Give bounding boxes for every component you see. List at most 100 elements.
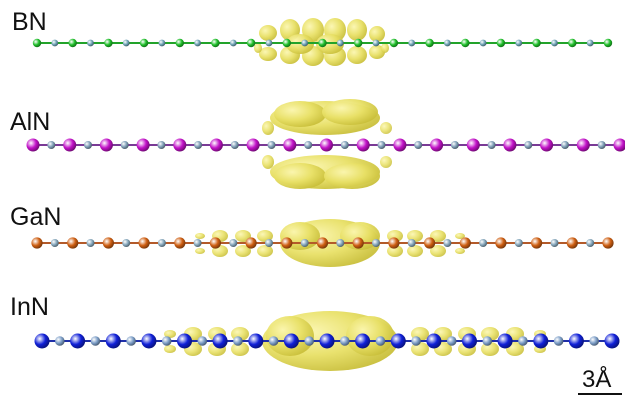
nitrogen-atom [372, 39, 380, 47]
cation-atom [283, 333, 299, 349]
cation-atom [356, 138, 370, 152]
cation-atom [211, 38, 220, 48]
nitrogen-atom [230, 141, 239, 149]
nitrogen-atom [444, 39, 451, 47]
nitrogen-atom [407, 239, 416, 247]
nitrogen-atom [597, 141, 606, 149]
cation-atom [174, 237, 186, 249]
cation-atom [136, 138, 150, 152]
cation-atom [67, 237, 79, 249]
cation-atom [461, 38, 470, 48]
cation-atom [389, 38, 399, 48]
isosurface-lobe [195, 248, 205, 254]
nitrogen-atom [301, 39, 309, 47]
isosurface-lobe [347, 46, 367, 64]
nitrogen-atom [340, 336, 350, 346]
isosurface-lobe [430, 245, 446, 257]
cation-atom [283, 138, 297, 152]
structure-gan [31, 219, 614, 267]
nitrogen-atom [450, 141, 459, 149]
nitrogen-atom [233, 336, 243, 346]
nitrogen-atom [158, 39, 166, 47]
cation-atom [177, 333, 192, 349]
nitrogen-atom [55, 336, 65, 346]
isosurface-lobe [387, 245, 403, 257]
nitrogen-atom [229, 239, 238, 247]
nitrogen-atom [443, 239, 452, 247]
nitrogen-atom [589, 336, 599, 346]
isosurface-lobe [407, 230, 423, 242]
isosurface-lobe [164, 330, 176, 338]
cation-atom [138, 237, 150, 249]
cation-atom [319, 333, 335, 349]
nitrogen-atom [482, 336, 493, 346]
isosurface-lobe [257, 245, 273, 257]
cation-atom [34, 333, 50, 349]
isosurface-lobe [324, 163, 380, 189]
isosurface-lobe [430, 230, 446, 242]
cation-atom [576, 138, 590, 152]
isosurface-lobe [235, 230, 251, 242]
cation-atom [212, 333, 228, 349]
isosurface-lobe [274, 101, 326, 127]
cation-atom [105, 333, 121, 349]
nitrogen-atom [408, 39, 416, 47]
isosurface-lobe [347, 19, 367, 41]
cation-atom [248, 333, 264, 349]
structure-inn [34, 311, 620, 371]
cation-atom [246, 138, 260, 152]
cation-atom [568, 333, 584, 349]
cation-atom [540, 138, 554, 152]
cation-atom [139, 38, 149, 48]
cation-atom [602, 237, 614, 249]
cation-atom [281, 237, 293, 249]
nitrogen-atom [487, 141, 496, 149]
nitrogen-atom [304, 336, 315, 346]
nitrogen-atom [122, 239, 131, 247]
scale-bar-label: 3Å [582, 366, 612, 393]
cation-atom [566, 237, 578, 249]
cation-atom [430, 138, 444, 152]
cation-atom [32, 38, 42, 48]
nitrogen-atom [586, 239, 595, 247]
isosurface-lobe [274, 163, 326, 189]
nitrogen-atom [515, 39, 523, 47]
cation-atom [245, 237, 257, 249]
cation-atom [102, 237, 114, 249]
cation-atom [495, 237, 507, 249]
cation-atom [70, 333, 86, 349]
isosurface-lobe [254, 43, 262, 53]
cation-atom [246, 38, 256, 48]
nitrogen-atom [84, 141, 92, 149]
isosurface-lobe [380, 156, 392, 168]
nitrogen-atom [157, 141, 166, 149]
cation-atom [466, 138, 480, 152]
nitrogen-atom [336, 39, 344, 47]
cation-atom [31, 237, 43, 249]
isosurface-lobe [262, 155, 274, 169]
nitrogen-atom [304, 141, 313, 149]
cation-atom [393, 138, 407, 152]
nitrogen-atom [372, 239, 380, 247]
nitrogen-atom [229, 39, 237, 47]
nitrogen-atom [122, 39, 130, 47]
nitrogen-atom [479, 39, 487, 47]
charge-density-cloud [262, 99, 392, 189]
panel-label-bn: BN [12, 8, 47, 36]
cation-atom [613, 138, 625, 152]
isosurface-lobe [455, 248, 465, 254]
cation-atom [533, 333, 549, 349]
isosurface-lobe [455, 233, 465, 239]
cation-atom [318, 38, 327, 48]
cation-atom [388, 237, 400, 249]
nitrogen-atom [87, 39, 94, 47]
nitrogen-atom [551, 39, 558, 47]
isosurface-lobe [369, 45, 385, 59]
structure-aln [26, 99, 625, 189]
cation-atom [497, 333, 513, 349]
cation-atom [316, 237, 329, 249]
cation-atom [209, 237, 221, 249]
nitrogen-atom [561, 141, 569, 149]
